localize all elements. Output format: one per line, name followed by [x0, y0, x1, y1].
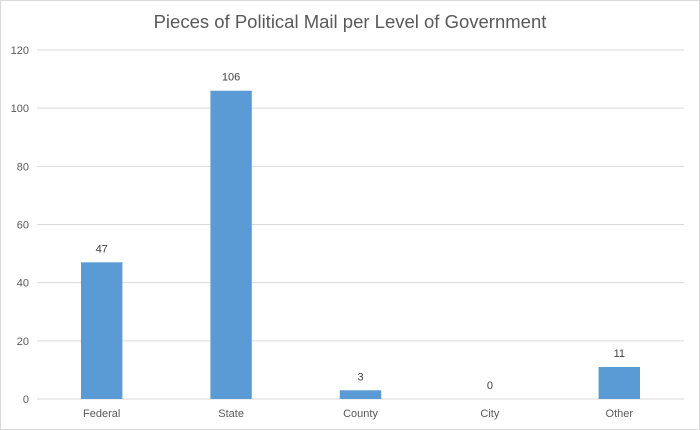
y-tick-label: 0 — [23, 394, 29, 406]
y-tick-label: 100 — [11, 103, 29, 115]
y-tick-label: 120 — [11, 45, 29, 57]
data-label: 11 — [614, 348, 625, 360]
x-tick-label: County — [343, 408, 378, 420]
chart-title: Pieces of Political Mail per Level of Go… — [153, 11, 547, 32]
bar-other — [598, 367, 641, 399]
x-tick-label: City — [480, 408, 499, 420]
bar-county — [339, 390, 382, 399]
y-tick-label: 80 — [17, 161, 29, 173]
x-tick-label: Other — [606, 408, 634, 420]
data-label: 0 — [487, 380, 493, 392]
bar-state — [210, 90, 252, 399]
x-tick-label: State — [218, 408, 244, 420]
data-label: 3 — [357, 371, 363, 383]
y-tick-label: 40 — [17, 278, 29, 290]
y-tick-label: 60 — [17, 220, 29, 232]
data-label: 47 — [96, 243, 108, 255]
x-tick-label: Federal — [83, 408, 120, 420]
y-tick-label: 20 — [17, 336, 29, 348]
data-label: 106 — [222, 72, 240, 84]
bar-federal — [80, 262, 123, 399]
